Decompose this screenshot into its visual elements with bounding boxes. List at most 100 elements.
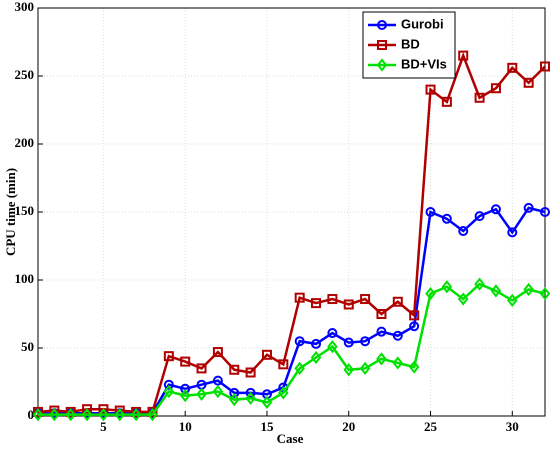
marker — [408, 360, 420, 374]
marker — [360, 336, 371, 347]
marker — [65, 408, 76, 422]
marker — [98, 404, 109, 415]
marker — [376, 58, 388, 72]
marker — [458, 226, 469, 237]
marker — [65, 406, 76, 417]
marker — [343, 337, 354, 348]
marker — [457, 292, 469, 306]
marker — [147, 406, 158, 417]
marker — [147, 408, 158, 422]
marker — [392, 296, 403, 307]
marker — [261, 349, 272, 360]
marker — [425, 207, 436, 217]
marker — [114, 408, 126, 422]
marker — [212, 384, 224, 399]
marker — [359, 361, 371, 376]
marker — [163, 351, 174, 362]
marker — [278, 359, 289, 370]
marker — [130, 408, 142, 422]
marker — [425, 286, 436, 301]
marker — [392, 330, 403, 341]
legend-label: BD+VIs — [401, 56, 447, 71]
marker — [327, 294, 338, 305]
marker — [523, 77, 534, 88]
marker — [311, 298, 322, 309]
marker — [441, 96, 452, 107]
marker — [311, 338, 322, 349]
marker — [229, 387, 240, 398]
marker — [245, 387, 256, 398]
marker — [163, 379, 174, 390]
marker — [425, 84, 436, 95]
marker — [490, 204, 501, 215]
marker — [376, 352, 387, 366]
y-tick-label: 150 — [15, 203, 35, 218]
marker — [33, 406, 43, 417]
marker — [523, 282, 534, 297]
marker — [32, 408, 44, 422]
legend-label: Gurobi — [401, 16, 444, 31]
marker — [228, 393, 240, 407]
x-tick-label: 10 — [179, 419, 192, 434]
marker — [294, 336, 305, 347]
y-tick-label: 50 — [21, 339, 34, 354]
marker — [392, 356, 404, 370]
y-tick-label: 300 — [15, 0, 35, 14]
marker — [409, 310, 420, 321]
marker — [278, 386, 289, 400]
marker — [196, 387, 207, 401]
marker — [377, 20, 387, 30]
marker — [441, 213, 452, 224]
marker — [212, 375, 223, 386]
marker — [294, 361, 305, 376]
marker — [327, 328, 338, 339]
marker — [490, 284, 502, 298]
x-tick-label: 5 — [100, 419, 107, 434]
marker — [163, 384, 175, 399]
x-tick-label: 25 — [424, 419, 438, 434]
series-line — [37, 52, 546, 414]
legend-label: BD — [401, 36, 420, 51]
marker — [82, 404, 93, 415]
marker — [131, 406, 142, 417]
marker — [294, 292, 305, 303]
marker — [310, 350, 322, 365]
y-tick-label: 100 — [15, 271, 35, 286]
marker — [441, 280, 453, 294]
x-tick-label: 20 — [342, 419, 355, 434]
marker — [540, 207, 550, 217]
marker — [490, 83, 501, 94]
marker — [179, 388, 191, 403]
marker — [360, 294, 371, 305]
marker — [81, 408, 93, 422]
marker — [540, 61, 550, 72]
y-axis-label: CPU time (min) — [3, 168, 18, 256]
marker — [523, 202, 534, 213]
marker — [212, 347, 223, 358]
y-tick-label: 250 — [15, 67, 35, 82]
marker — [229, 364, 240, 375]
marker — [343, 363, 355, 377]
legend: Gurobi BD BD+VIs — [362, 11, 456, 79]
marker — [376, 326, 387, 337]
marker — [343, 299, 354, 310]
marker — [196, 363, 207, 374]
marker — [507, 293, 518, 308]
marker — [474, 211, 485, 222]
marker — [377, 40, 387, 50]
marker — [474, 277, 485, 291]
marker — [180, 356, 191, 367]
marker — [539, 286, 550, 301]
marker — [49, 408, 60, 422]
y-tick-label: 0 — [28, 407, 35, 422]
marker — [327, 340, 338, 354]
x-tick-label: 30 — [506, 419, 519, 434]
marker — [409, 321, 420, 332]
marker — [474, 92, 485, 103]
marker — [507, 62, 518, 73]
series-line — [38, 282, 546, 416]
marker — [98, 408, 109, 422]
marker — [180, 383, 191, 394]
marker — [376, 309, 387, 319]
